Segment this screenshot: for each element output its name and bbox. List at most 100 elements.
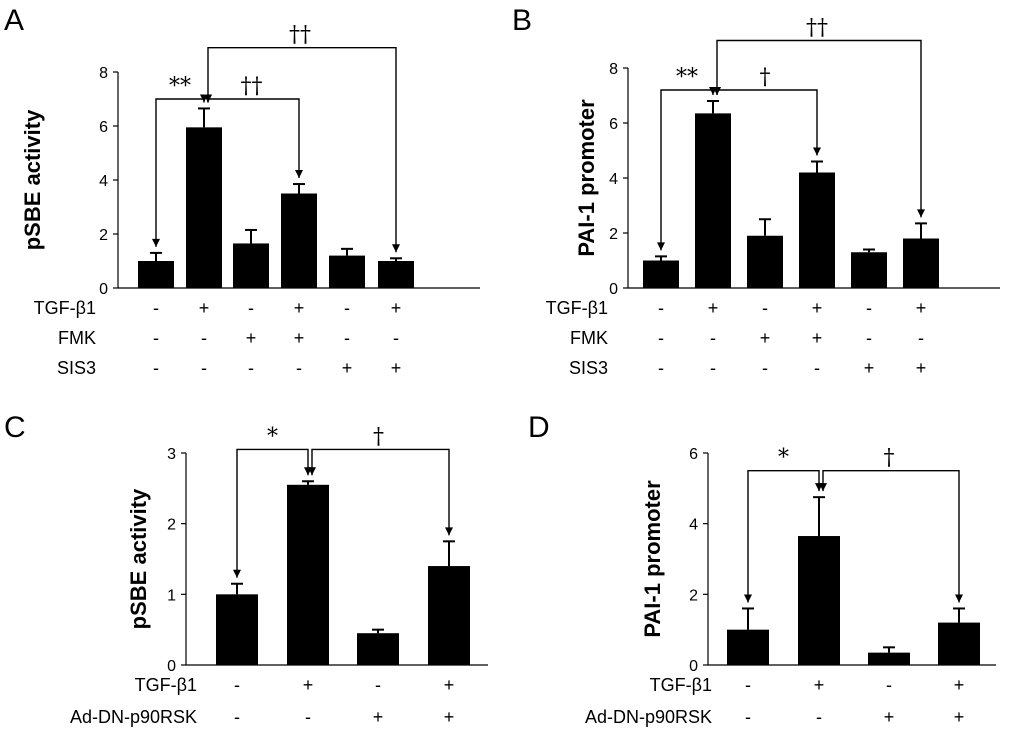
condition-sign: + bbox=[294, 298, 305, 318]
y-axis-label: PAI-1 promoter bbox=[640, 480, 665, 638]
condition-sign: + bbox=[444, 707, 455, 727]
bar bbox=[643, 260, 679, 288]
condition-label: TGF-β1 bbox=[135, 675, 197, 695]
panel-letter: B bbox=[512, 4, 532, 37]
bar bbox=[938, 622, 980, 665]
condition-label: Ad-DN-p90RSK bbox=[70, 707, 197, 727]
bracket-arrowhead bbox=[813, 147, 821, 156]
condition-sign: + bbox=[884, 707, 895, 727]
y-tick-label: 8 bbox=[609, 61, 618, 78]
significance-bracket bbox=[822, 469, 960, 603]
condition-sign: - bbox=[201, 358, 207, 378]
condition-sign: + bbox=[916, 358, 927, 378]
condition-sign: + bbox=[864, 358, 875, 378]
condition-sign: - bbox=[745, 707, 751, 727]
bracket-arrowhead bbox=[152, 238, 160, 247]
condition-sign: - bbox=[658, 328, 664, 348]
condition-sign: - bbox=[305, 707, 311, 727]
condition-sign: - bbox=[710, 328, 716, 348]
condition-sign: + bbox=[954, 675, 965, 695]
condition-sign: + bbox=[812, 328, 823, 348]
bracket-arrowhead bbox=[204, 94, 212, 103]
significance-bracket bbox=[236, 448, 309, 578]
condition-sign: - bbox=[886, 675, 892, 695]
condition-sign: + bbox=[199, 298, 210, 318]
bar bbox=[799, 172, 835, 288]
condition-sign: - bbox=[658, 298, 664, 318]
condition-sign: + bbox=[246, 328, 257, 348]
bar bbox=[428, 566, 470, 665]
condition-sign: - bbox=[234, 675, 240, 695]
condition-label: TGF-β1 bbox=[650, 675, 712, 695]
y-axis-label: pSBE activity bbox=[126, 488, 151, 629]
significance-bracket bbox=[716, 39, 922, 218]
condition-sign: + bbox=[444, 675, 455, 695]
condition-sign: + bbox=[916, 298, 927, 318]
y-tick-label: 2 bbox=[609, 226, 618, 243]
panel-letter: D bbox=[528, 411, 550, 444]
bracket-arrowhead bbox=[917, 209, 925, 218]
y-tick-label: 6 bbox=[689, 446, 698, 463]
y-tick-label: 0 bbox=[689, 658, 698, 675]
panel-c: C 0 1 2 3 pSBE activity * † TGF-β1 - + - + Ad-DN-p90R… bbox=[4, 411, 488, 727]
condition-label: SIS3 bbox=[57, 358, 96, 378]
condition-sign: - bbox=[866, 298, 872, 318]
significance-marker: † bbox=[373, 424, 384, 449]
condition-sign: - bbox=[658, 358, 664, 378]
bar bbox=[695, 113, 731, 288]
significance-bracket bbox=[207, 47, 397, 253]
condition-sign: - bbox=[745, 675, 751, 695]
significance-marker: ** bbox=[676, 65, 698, 90]
y-tick-label: 2 bbox=[99, 227, 108, 244]
bar bbox=[287, 484, 329, 665]
condition-label: TGF-β1 bbox=[34, 298, 96, 318]
y-tick-label: 2 bbox=[167, 517, 176, 534]
condition-sign: + bbox=[373, 707, 384, 727]
bracket-arrowhead bbox=[445, 527, 453, 536]
condition-sign: + bbox=[814, 675, 825, 695]
y-tick-label: 0 bbox=[609, 281, 618, 298]
bar bbox=[747, 235, 783, 288]
condition-sign: + bbox=[391, 298, 402, 318]
condition-label: FMK bbox=[58, 328, 96, 348]
condition-sign: - bbox=[234, 707, 240, 727]
y-tick-label: 4 bbox=[609, 171, 618, 188]
significance-marker: † bbox=[760, 65, 771, 90]
significance-marker: * bbox=[267, 424, 278, 449]
significance-marker: * bbox=[778, 446, 789, 471]
bracket-arrowhead bbox=[819, 483, 827, 492]
y-tick-label: 4 bbox=[689, 517, 698, 534]
panel-d: D 0 2 4 6 PAI-1 promoter * † TGF-β1 - + - + Ad-DN-p90… bbox=[528, 411, 996, 727]
y-axis-label: PAI-1 promoter bbox=[574, 99, 599, 257]
significance-bracket bbox=[747, 469, 820, 603]
condition-label: TGF-β1 bbox=[546, 298, 608, 318]
condition-sign: - bbox=[296, 358, 302, 378]
panel-a: A 0 2 4 6 8 pSBE activity ** †† †† TGF-β1 - + - + - + FMK… bbox=[4, 4, 480, 378]
bracket-arrowhead bbox=[713, 87, 721, 95]
bracket-arrowhead bbox=[295, 170, 303, 179]
bracket-arrowhead bbox=[233, 569, 241, 578]
condition-sign: + bbox=[954, 707, 965, 727]
panel-letter: C bbox=[4, 411, 26, 444]
y-tick-label: 0 bbox=[167, 658, 176, 675]
bar bbox=[281, 193, 317, 288]
condition-sign: - bbox=[344, 298, 350, 318]
condition-sign: - bbox=[814, 358, 820, 378]
significance-marker: †† bbox=[806, 16, 828, 41]
significance-marker: ** bbox=[169, 74, 191, 99]
condition-label: SIS3 bbox=[569, 358, 608, 378]
bar bbox=[357, 633, 399, 665]
condition-sign: + bbox=[812, 298, 823, 318]
condition-sign: + bbox=[708, 298, 719, 318]
condition-sign: + bbox=[760, 328, 771, 348]
condition-sign: - bbox=[248, 298, 254, 318]
bar bbox=[378, 261, 414, 288]
condition-sign: + bbox=[294, 328, 305, 348]
bar bbox=[868, 652, 910, 665]
panel-letter: A bbox=[4, 4, 24, 37]
condition-sign: - bbox=[393, 328, 399, 348]
y-tick-label: 8 bbox=[99, 65, 108, 82]
condition-sign: - bbox=[344, 328, 350, 348]
y-tick-label: 4 bbox=[99, 173, 108, 190]
